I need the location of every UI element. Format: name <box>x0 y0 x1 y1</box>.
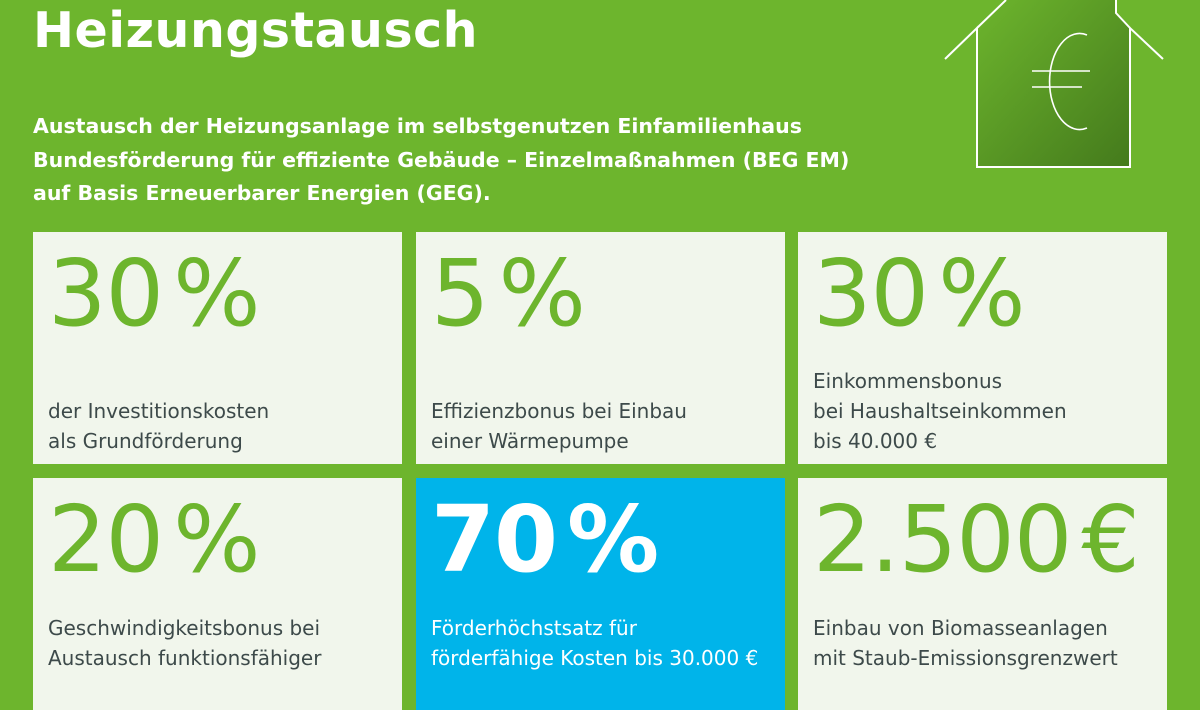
card-description: Geschwindigkeitsbonus bei Austausch funk… <box>48 616 322 670</box>
card-biomasse: 2.500 € Einbau von Biomasseanlagen mit St… <box>798 478 1167 710</box>
card-grundfoerderung: 30% der Investitionskosten als Grundförd… <box>33 232 402 464</box>
card-description: Einkommensbonus bei Haushaltseinkommen b… <box>813 369 1067 453</box>
card-value: 30% <box>813 240 1026 347</box>
card-foerderhoechstsatz: 70% Förderhöchstsatz für förderfähige Ko… <box>416 478 785 710</box>
subtitle-line: Austausch der Heizungsanlage im selbstge… <box>33 114 802 138</box>
card-description: der Investitionskosten als Grundförderun… <box>48 399 270 453</box>
card-value: 2.500 € <box>813 486 1140 593</box>
card-value: 5% <box>431 240 586 347</box>
card-value: 30% <box>48 240 261 347</box>
card-value: 70% <box>431 486 659 593</box>
card-description: Förderhöchstsatz für förderfähige Kosten… <box>431 616 759 670</box>
card-description: Effizienzbonus bei Einbau einer Wärmepum… <box>431 399 687 453</box>
card-effizienzbonus: 5% Effizienzbonus bei Einbau einer Wärme… <box>416 232 785 464</box>
card-geschwindigkeitsbonus: 20% Geschwindigkeitsbonus bei Austausch … <box>33 478 402 710</box>
card-value: 20% <box>48 486 261 593</box>
card-description: Einbau von Biomasseanlagen mit Staub-Emi… <box>813 616 1118 670</box>
page-title: Heizungstausch <box>33 2 479 59</box>
subtitle: Austausch der Heizungsanlage im selbstge… <box>33 110 849 211</box>
subtitle-line: Bundesförderung für effiziente Gebäude –… <box>33 147 850 172</box>
subtitle-line: auf Basis Erneuerbarer Energien (GEG). <box>33 181 491 205</box>
house-euro-icon <box>944 0 1164 168</box>
card-einkommensbonus: 30% Einkommensbonus bei Haushaltseinkomm… <box>798 232 1167 464</box>
